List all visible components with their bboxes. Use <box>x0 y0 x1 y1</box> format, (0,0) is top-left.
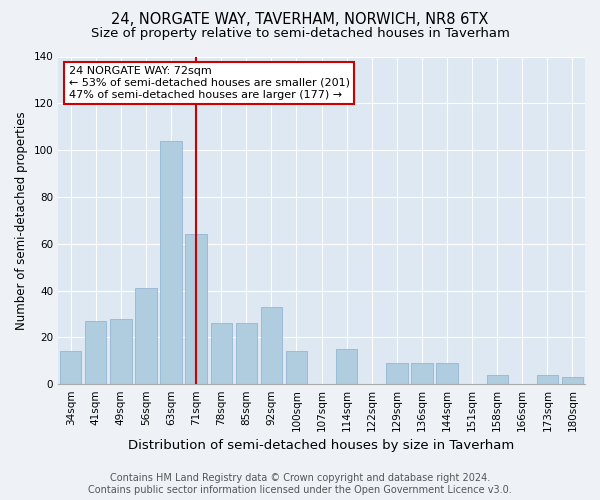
Text: 24 NORGATE WAY: 72sqm
← 53% of semi-detached houses are smaller (201)
47% of sem: 24 NORGATE WAY: 72sqm ← 53% of semi-deta… <box>69 66 350 100</box>
Bar <box>110 318 131 384</box>
Bar <box>85 321 106 384</box>
Bar <box>286 352 307 384</box>
Bar <box>537 375 558 384</box>
Bar <box>562 377 583 384</box>
Bar <box>386 363 407 384</box>
Bar <box>261 307 282 384</box>
Bar <box>336 349 358 384</box>
Text: 24, NORGATE WAY, TAVERHAM, NORWICH, NR8 6TX: 24, NORGATE WAY, TAVERHAM, NORWICH, NR8 … <box>112 12 488 28</box>
Bar <box>436 363 458 384</box>
Bar <box>487 375 508 384</box>
Text: Size of property relative to semi-detached houses in Taverham: Size of property relative to semi-detach… <box>91 28 509 40</box>
Bar <box>160 141 182 384</box>
Bar <box>211 324 232 384</box>
Bar <box>236 324 257 384</box>
Bar <box>136 288 157 384</box>
Bar <box>411 363 433 384</box>
Y-axis label: Number of semi-detached properties: Number of semi-detached properties <box>15 111 28 330</box>
Bar <box>60 352 82 384</box>
Bar <box>185 234 207 384</box>
Text: Contains HM Land Registry data © Crown copyright and database right 2024.
Contai: Contains HM Land Registry data © Crown c… <box>88 474 512 495</box>
X-axis label: Distribution of semi-detached houses by size in Taverham: Distribution of semi-detached houses by … <box>128 440 515 452</box>
